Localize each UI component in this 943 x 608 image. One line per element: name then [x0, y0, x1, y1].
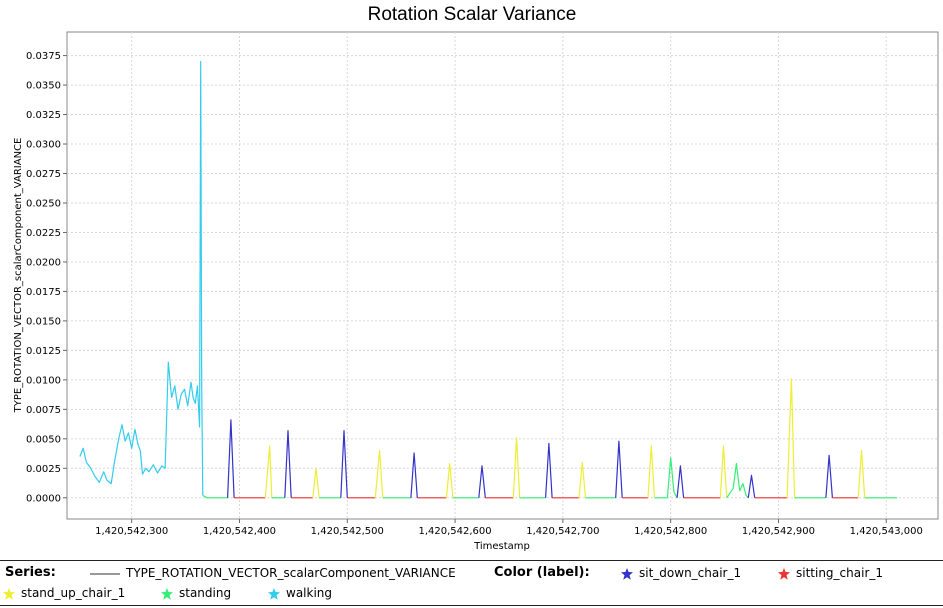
- x-tick-label: 1,420,543,000: [850, 526, 923, 537]
- grid-lines: [67, 32, 938, 519]
- y-tick-label: 0.0050: [26, 434, 61, 445]
- x-tick-label: 1,420,542,800: [634, 526, 707, 537]
- series-segment-standing: [202, 494, 228, 499]
- y-tick-label: 0.0175: [26, 287, 61, 298]
- y-tick-label: 0.0375: [26, 51, 61, 62]
- x-tick-label: 1,420,542,600: [418, 526, 491, 537]
- star-marker-icon: [3, 587, 15, 600]
- series-segment-stand-up-chair-1: [647, 445, 656, 498]
- star-marker-icon: [268, 587, 280, 600]
- y-tick-label: 0.0300: [26, 140, 61, 151]
- legend-item-stand-up-chair-1: stand_up_chair_1: [2, 584, 125, 602]
- series-segment-sit-down-chair-1: [545, 442, 553, 498]
- series-segment-sit-down-chair-1: [825, 454, 833, 498]
- series-segment-standing: [654, 457, 678, 499]
- y-tick-label: 0.0200: [26, 257, 61, 268]
- y-tick-label: 0.0275: [26, 169, 61, 180]
- series-segment-sit-down-chair-1: [284, 430, 292, 498]
- legend-item-label: stand_up_chair_1: [21, 586, 126, 600]
- x-tick-label: 1,420,542,700: [526, 526, 599, 537]
- legend-item-sitting-chair-1: sitting_chair_1: [777, 564, 883, 582]
- series-segment-stand-up-chair-1: [578, 461, 587, 498]
- x-axis-label: Timestamp: [473, 541, 530, 552]
- y-tick-label: 0.0225: [26, 228, 61, 239]
- y-tick-label: 0.0125: [26, 346, 61, 357]
- chart-area: Rotation Scalar Variance 0.00000.00250.0…: [13, 4, 939, 552]
- series-segment-stand-up-chair-1: [312, 467, 320, 498]
- legend-item-walking: walking: [267, 584, 332, 602]
- y-axis-label: TYPE_ROTATION_VECTOR_scalarComponent_VAR…: [13, 138, 24, 414]
- series-segment-sit-down-chair-1: [676, 465, 685, 498]
- series-segment-sit-down-chair-1: [615, 440, 623, 498]
- series-segment-sit-down-chair-1: [227, 419, 235, 498]
- y-tick-label: 0.0350: [26, 81, 61, 92]
- series-segment-sit-down-chair-1: [747, 474, 756, 498]
- line-swatch-icon: [90, 572, 120, 575]
- y-tick-label: 0.0075: [26, 405, 61, 416]
- legend-item-label: sitting_chair_1: [796, 566, 884, 580]
- x-tick-label: 1,420,542,300: [95, 526, 168, 537]
- star-marker-icon: [161, 587, 173, 600]
- plot-background: [66, 31, 939, 520]
- y-tick-label: 0.0325: [26, 110, 61, 121]
- series-segment-sit-down-chair-1: [410, 452, 418, 498]
- y-tick-label: 0.0000: [26, 493, 61, 504]
- series-segment-sit-down-chair-1: [478, 465, 486, 498]
- legend-series-name: TYPE_ROTATION_VECTOR_scalarComponent_VAR…: [126, 566, 456, 580]
- y-tick-label: 0.0150: [26, 316, 61, 327]
- y-tick-label: 0.0250: [26, 198, 61, 209]
- series-segment-sit-down-chair-1: [340, 430, 348, 498]
- legend-series-header: Series:: [5, 565, 56, 580]
- series-segment-stand-up-chair-1: [786, 378, 796, 498]
- legend-bottom-border: [0, 605, 943, 606]
- data-series: [79, 60, 897, 499]
- x-tick-label: 1,420,542,400: [203, 526, 276, 537]
- y-tick-label: 0.0100: [26, 375, 61, 386]
- y-tick-label: 0.0025: [26, 464, 61, 475]
- series-segment-standing: [726, 463, 749, 499]
- series-segment-stand-up-chair-1: [512, 437, 521, 498]
- series-segment-stand-up-chair-1: [264, 445, 273, 498]
- chart-title: Rotation Scalar Variance: [368, 4, 577, 25]
- legend-item-standing: standing: [160, 584, 231, 602]
- series-segment-walking: [79, 60, 204, 496]
- series-segment-stand-up-chair-1: [374, 450, 384, 498]
- x-axis: 1,420,542,300 1,420,542,400 1,420,542,500 1…: [95, 519, 923, 537]
- series-segment-stand-up-chair-1: [719, 445, 728, 498]
- y-axis: 0.0000 0.0025 0.0050 0.0075 0.0100 0.0125 0.01…: [26, 51, 67, 504]
- legend-item-label: sit_down_chair_1: [639, 566, 742, 580]
- legend-item-label: standing: [179, 586, 232, 600]
- series-segment-stand-up-chair-1: [445, 463, 454, 498]
- star-marker-icon: [778, 567, 790, 580]
- legend: Series: TYPE_ROTATION_VECTOR_scalarCompo…: [0, 560, 943, 608]
- x-tick-label: 1,420,542,500: [311, 526, 384, 537]
- star-marker-icon: [621, 567, 633, 580]
- series-segment-stand-up-chair-1: [857, 450, 866, 498]
- legend-item-label: walking: [286, 586, 333, 600]
- legend-color-header: Color (label):: [494, 565, 590, 580]
- x-tick-label: 1,420,542,900: [742, 526, 815, 537]
- legend-item-sit-down-chair-1: sit_down_chair_1: [620, 564, 741, 582]
- legend-series-entry: TYPE_ROTATION_VECTOR_scalarComponent_VAR…: [90, 564, 456, 582]
